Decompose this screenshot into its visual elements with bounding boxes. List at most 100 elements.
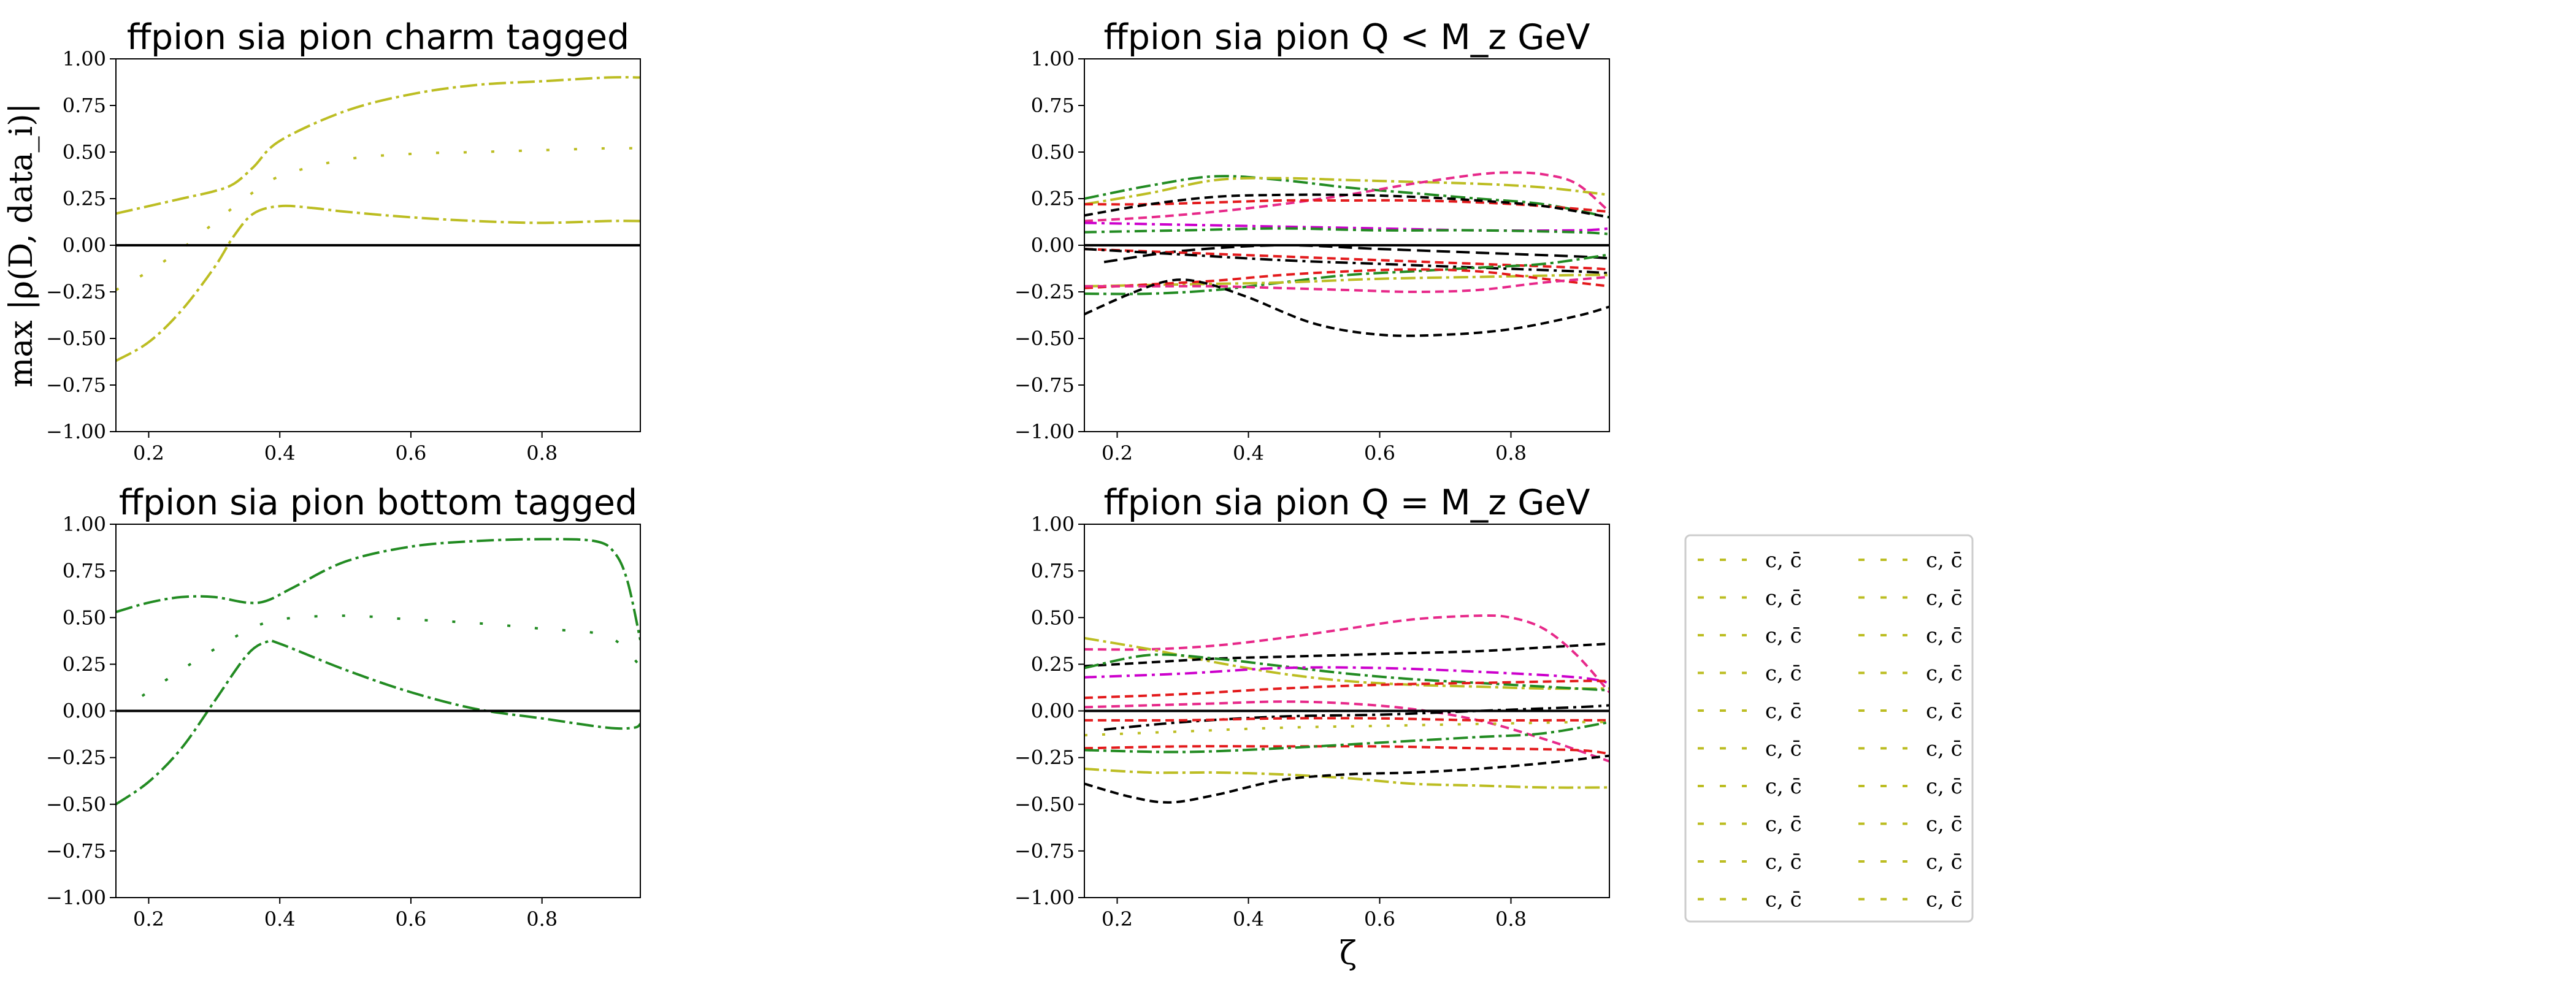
series-line-13 <box>1084 268 1609 289</box>
legend-entry: c, c̄ <box>1698 737 1802 762</box>
legend-entry: c, c̄ <box>1858 699 1963 723</box>
y-tick-label: −0.75 <box>46 839 106 863</box>
x-tick-label: 0.6 <box>395 907 426 931</box>
legend-label: c, c̄ <box>1765 699 1802 723</box>
series-line-14 <box>1084 275 1609 294</box>
y-tick-label: 0.75 <box>1031 94 1075 117</box>
legend-label: c, c̄ <box>1926 699 1963 723</box>
series-line-1 <box>1084 175 1609 219</box>
y-tick-label: 0.25 <box>1031 652 1075 676</box>
legend-entry: c, c̄ <box>1698 699 1802 723</box>
legend-label: c, c̄ <box>1926 774 1963 799</box>
legend-label: c, c̄ <box>1926 812 1963 837</box>
series-line-1 <box>116 75 640 215</box>
y-tick-label: −0.50 <box>46 793 106 816</box>
legend-label: c, c̄ <box>1765 812 1802 837</box>
y-tick-label: −1.00 <box>46 420 106 443</box>
legend-entry: c, c̄ <box>1858 812 1963 837</box>
y-tick-label: −1.00 <box>1014 420 1075 443</box>
subplot-title: ffpion sia pion Q = M_z GeV <box>1104 483 1590 523</box>
x-tick-label: 0.8 <box>526 907 558 931</box>
y-tick-label: 0.00 <box>1031 234 1075 257</box>
series-line-2 <box>1084 636 1609 690</box>
y-tick-label: 0.25 <box>63 652 106 676</box>
x-tick-label: 0.4 <box>1233 441 1264 465</box>
y-tick-label: −0.75 <box>1014 839 1075 863</box>
series-line-14 <box>1084 754 1609 804</box>
series-line-2 <box>116 147 640 291</box>
x-tick-label: 0.4 <box>1233 907 1264 931</box>
legend-label: c, c̄ <box>1926 737 1963 762</box>
legend-label: c, c̄ <box>1926 888 1963 912</box>
legend-entry: c, c̄ <box>1698 812 1802 837</box>
series-line-4 <box>1084 653 1609 692</box>
series-line-4 <box>1084 199 1609 213</box>
x-tick-label: 0.2 <box>133 907 164 931</box>
y-tick-label: −0.25 <box>1014 746 1075 769</box>
legend-frame <box>1684 534 1974 923</box>
series-line-11 <box>1084 253 1609 296</box>
y-tick-label: 1.00 <box>63 47 106 71</box>
legend-entry: c, c̄ <box>1698 548 1802 573</box>
x-tick-label: 0.2 <box>1102 907 1133 931</box>
series-line-7 <box>1084 700 1609 763</box>
y-tick-label: −0.50 <box>46 327 106 350</box>
legend-entry: c, c̄ <box>1698 624 1802 648</box>
y-tick-label: −1.00 <box>1014 886 1075 909</box>
x-tick-label: 0.2 <box>133 441 164 465</box>
x-tick-label: 0.2 <box>1102 441 1133 465</box>
series-line-9 <box>1084 248 1609 271</box>
legend-entry: c, c̄ <box>1698 586 1802 611</box>
series-line-11 <box>1084 745 1609 755</box>
legend-entry: c, c̄ <box>1858 774 1963 799</box>
series-line-9 <box>1084 717 1609 722</box>
series-line-10 <box>1084 248 1609 275</box>
legend-label: c, c̄ <box>1765 850 1802 874</box>
series-group <box>116 75 640 362</box>
series-line-3 <box>1084 642 1609 668</box>
x-axis-label: ζ <box>1340 935 1357 972</box>
series-line-5 <box>1084 666 1609 684</box>
y-tick-label: 0.50 <box>63 140 106 164</box>
series-line-15 <box>1084 278 1609 337</box>
x-tick-label: 0.4 <box>264 907 296 931</box>
y-axis-label: max |ρ(D, data_i)| <box>3 103 40 387</box>
legend-label: c, c̄ <box>1926 662 1963 686</box>
y-tick-label: 1.00 <box>1031 47 1075 71</box>
y-tick-label: −0.50 <box>1014 793 1075 816</box>
legend-entry: c, c̄ <box>1858 586 1963 611</box>
legend-entry: c, c̄ <box>1698 774 1802 799</box>
y-tick-label: −0.75 <box>46 373 106 397</box>
legend-entry: c, c̄ <box>1858 624 1963 648</box>
series-line-3 <box>1084 171 1609 223</box>
x-tick-label: 0.6 <box>1364 907 1395 931</box>
y-tick-label: 0.00 <box>1031 700 1075 723</box>
legend-entry: c, c̄ <box>1698 662 1802 686</box>
subplot-4: ffpion sia pion Q = M_z GeV −1.00 −0.75 −0.… <box>1014 483 1610 931</box>
x-tick-label: 0.6 <box>395 441 426 465</box>
series-group <box>116 538 640 806</box>
series-group <box>1084 614 1609 804</box>
y-tick-label: 0.50 <box>63 606 106 629</box>
subplot-3: ffpion sia pion bottom tagged −1.00 −0.75 −… <box>46 483 641 931</box>
legend-label: c, c̄ <box>1765 888 1802 912</box>
subplot-grid: ffpion sia pion charm tagged −1.00 −0.75 −0… <box>46 17 1610 931</box>
legend-label: c, c̄ <box>1765 662 1802 686</box>
y-tick-label: 0.25 <box>63 187 106 210</box>
y-tick-label: −0.25 <box>46 746 106 769</box>
series-line-6 <box>1084 679 1609 700</box>
y-tick-label: 0.75 <box>63 94 106 117</box>
series-line-7 <box>1084 227 1609 235</box>
legend-entry: c, c̄ <box>1858 737 1963 762</box>
y-tick-label: 1.00 <box>63 513 106 536</box>
y-tick-label: 0.75 <box>1031 559 1075 582</box>
legend-label: c, c̄ <box>1765 774 1802 799</box>
x-tick-label: 0.8 <box>526 441 558 465</box>
y-tick-label: 1.00 <box>1031 513 1075 536</box>
series-line-12 <box>1084 273 1609 288</box>
y-tick-label: 0.00 <box>63 700 106 723</box>
y-tick-label: −0.50 <box>1014 327 1075 350</box>
series-line-13 <box>1084 767 1609 789</box>
subplot-2: ffpion sia pion Q < M_z GeV −1.00 −0.75 −0.… <box>1014 17 1610 465</box>
series-line-3 <box>116 204 640 362</box>
